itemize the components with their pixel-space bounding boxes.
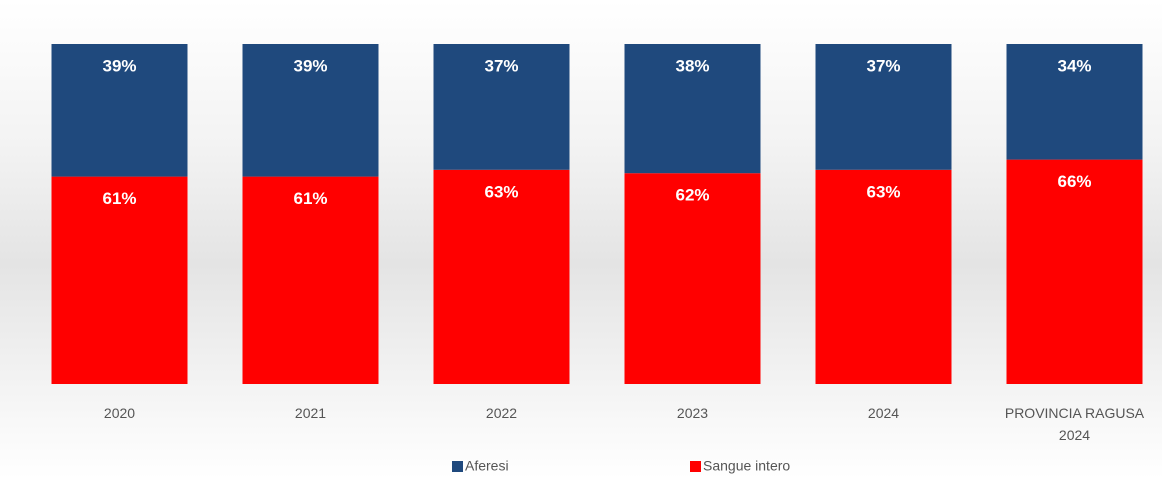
bar-segment [51, 44, 188, 177]
legend-swatch [452, 461, 463, 472]
bar-segment [51, 176, 188, 384]
data-label: 66% [1057, 172, 1091, 191]
x-tick-label: 2020 [103, 405, 136, 421]
legend-label: Sangue intero [703, 458, 790, 474]
legend-swatch [690, 461, 701, 472]
bar-segment [815, 44, 952, 170]
x-tick-label: 2021 [294, 405, 327, 421]
bar-segment [242, 44, 379, 177]
legend-label: Aferesi [465, 458, 509, 474]
bar-segment [815, 169, 952, 384]
bar-segment [433, 169, 570, 384]
data-label: 38% [675, 56, 709, 75]
data-label: 62% [675, 186, 709, 205]
x-tick-label: PROVINCIA RAGUSA 2024 [1004, 405, 1145, 443]
x-tick-label: 2023 [676, 405, 709, 421]
bar-segment [624, 44, 761, 174]
bar-segment [624, 173, 761, 384]
data-label: 61% [293, 189, 327, 208]
data-label: 37% [484, 56, 518, 75]
bar-segment [242, 176, 379, 384]
bar-segment [433, 44, 570, 170]
data-label: 61% [102, 189, 136, 208]
data-label: 39% [102, 56, 136, 75]
bar-segment [1006, 159, 1143, 384]
data-label: 63% [866, 182, 900, 201]
data-label: 34% [1057, 56, 1091, 75]
data-label: 39% [293, 56, 327, 75]
x-tick-label: 2024 [867, 405, 900, 421]
bar-segment [1006, 44, 1143, 160]
data-label: 37% [866, 56, 900, 75]
x-tick-label: 2022 [485, 405, 518, 421]
data-label: 63% [484, 182, 518, 201]
